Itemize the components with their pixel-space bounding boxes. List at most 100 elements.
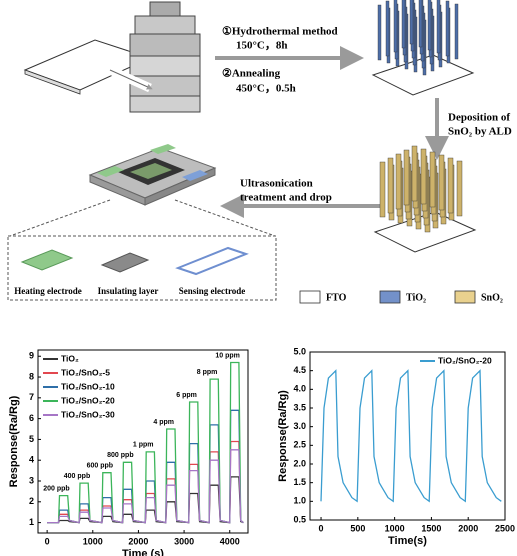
nanorod [411, 145, 418, 202]
tio2-sno2-array [373, 145, 477, 253]
nanorod [438, 154, 445, 211]
nanorod [436, 0, 441, 54]
nanorod [379, 161, 386, 218]
legend-label: TiO₂/SnO₂-30 [61, 409, 115, 419]
y-tick-label: 1.5 [293, 477, 306, 487]
y-tick-label: 4.0 [293, 384, 306, 394]
y-axis-title: Response(Ra/Rg) [8, 395, 20, 487]
data-line [47, 440, 244, 524]
y-tick-label: 3 [29, 475, 34, 485]
legend-label: TiO₂/SnO₂-20 [438, 355, 492, 365]
step-label: SnO₂ by ALD [448, 126, 512, 138]
legend-label: TiO₂ [61, 353, 79, 363]
x-tick-label: 3000 [174, 536, 194, 546]
annotation: 200 ppb [43, 485, 69, 492]
nanorod [420, 148, 427, 205]
legend-label: TiO₂/SnO₂-5 [61, 367, 110, 377]
legend-label: TiO₂/SnO₂-20 [61, 395, 115, 405]
data-line [320, 369, 502, 503]
annotation: 800 ppb [107, 452, 133, 459]
x-tick-label: 2000 [128, 536, 148, 546]
nanorod [456, 160, 463, 217]
detail-box [7, 235, 277, 301]
sensing-electrode [175, 246, 249, 276]
nanorod [393, 0, 398, 53]
y-tick-label: 5.0 [293, 346, 306, 356]
x-tick-label: 1500 [421, 523, 441, 533]
nanorod [427, 0, 432, 51]
y-tick-label: 2.5 [293, 440, 306, 450]
charts: 0 1000 2000 3000 4000 1 2 3 4 5 6 7 8 9 Time (s) Respon… [8, 346, 515, 556]
nanorod [454, 3, 459, 60]
annotation: 600 ppb [87, 463, 113, 470]
legend-swatch [379, 290, 401, 304]
nanorod [403, 149, 410, 206]
y-tick-label: 1.0 [293, 496, 306, 506]
x-tick-label: 1000 [83, 536, 103, 546]
step-label: treatment and drop [240, 192, 332, 204]
nanorod [377, 4, 382, 61]
x-tick-label: 2000 [458, 523, 478, 533]
nanorod [429, 151, 436, 208]
insulating-layer [100, 252, 150, 273]
nanorod [401, 0, 406, 49]
heating-electrode [20, 249, 74, 271]
annotation: 4 ppm [153, 419, 174, 426]
step-label: Ultrasonication [240, 178, 313, 190]
legend-swatch [454, 290, 476, 304]
y-tick-label: 7 [29, 392, 34, 402]
zoom-line [174, 199, 276, 237]
part-label: Insulating layer [98, 286, 159, 296]
y-tick-label: 2.0 [293, 458, 306, 468]
plot-frame [37, 349, 249, 534]
fto-edge [24, 69, 81, 95]
x-tick-label: 4000 [220, 536, 240, 546]
schematic: ①Hydrothermal method 150°C，8h ②Annealing… [7, 0, 512, 304]
part-label: Sensing electrode [179, 286, 246, 296]
legend-label: TiO₂ [406, 292, 426, 303]
legend-label: FTO [326, 292, 347, 303]
nanorod [395, 153, 402, 210]
data-line [47, 476, 244, 524]
part-label: Heating electrode [14, 286, 82, 296]
y-tick-label: 5 [29, 434, 34, 444]
y-tick-label: 0.5 [293, 514, 306, 524]
y-tick-label: 9 [29, 351, 34, 361]
nanorod [418, 0, 423, 48]
sensor-device [88, 144, 217, 206]
x-tick-label: 1000 [385, 523, 405, 533]
y-tick-label: 3.0 [293, 421, 306, 431]
zoom-line [9, 199, 111, 237]
annotation: 10 ppm [215, 352, 240, 359]
x-tick-label: 0 [45, 536, 50, 546]
x-tick-label: 0 [319, 523, 324, 533]
legend: FTO TiO₂ SnO₂ [299, 290, 503, 304]
legend-swatch [299, 290, 321, 304]
step-label: ②Annealing [222, 68, 281, 80]
step-label: 450°C，0.5h [236, 83, 296, 95]
plot-frame [309, 351, 506, 521]
y-tick-label: 4.5 [293, 365, 306, 375]
nanorod [447, 157, 454, 214]
autoclave [129, 1, 201, 113]
y-tick-label: 1 [29, 517, 34, 527]
y-tick-label: 8 [29, 371, 34, 381]
data-line [47, 449, 244, 524]
x-tick-label: 500 [350, 523, 365, 533]
insert-arrow-line [109, 69, 153, 90]
y-tick-label: 2 [29, 496, 34, 506]
annotation: 400 ppb [64, 473, 90, 480]
nanorod [387, 157, 394, 214]
y-tick-label: 6 [29, 413, 34, 423]
x-axis-title: Time (s) [122, 548, 164, 556]
y-axis-title: Response(Ra/Rg) [277, 390, 289, 482]
tio2-array [371, 0, 475, 96]
x-tick-label: 2500 [495, 523, 515, 533]
data-line [47, 361, 244, 524]
annotation: 1 ppm [133, 442, 154, 449]
nanorod [445, 0, 450, 57]
nanorod [385, 0, 390, 57]
y-tick-label: 4 [29, 455, 34, 465]
legend-label: SnO₂ [481, 292, 503, 303]
